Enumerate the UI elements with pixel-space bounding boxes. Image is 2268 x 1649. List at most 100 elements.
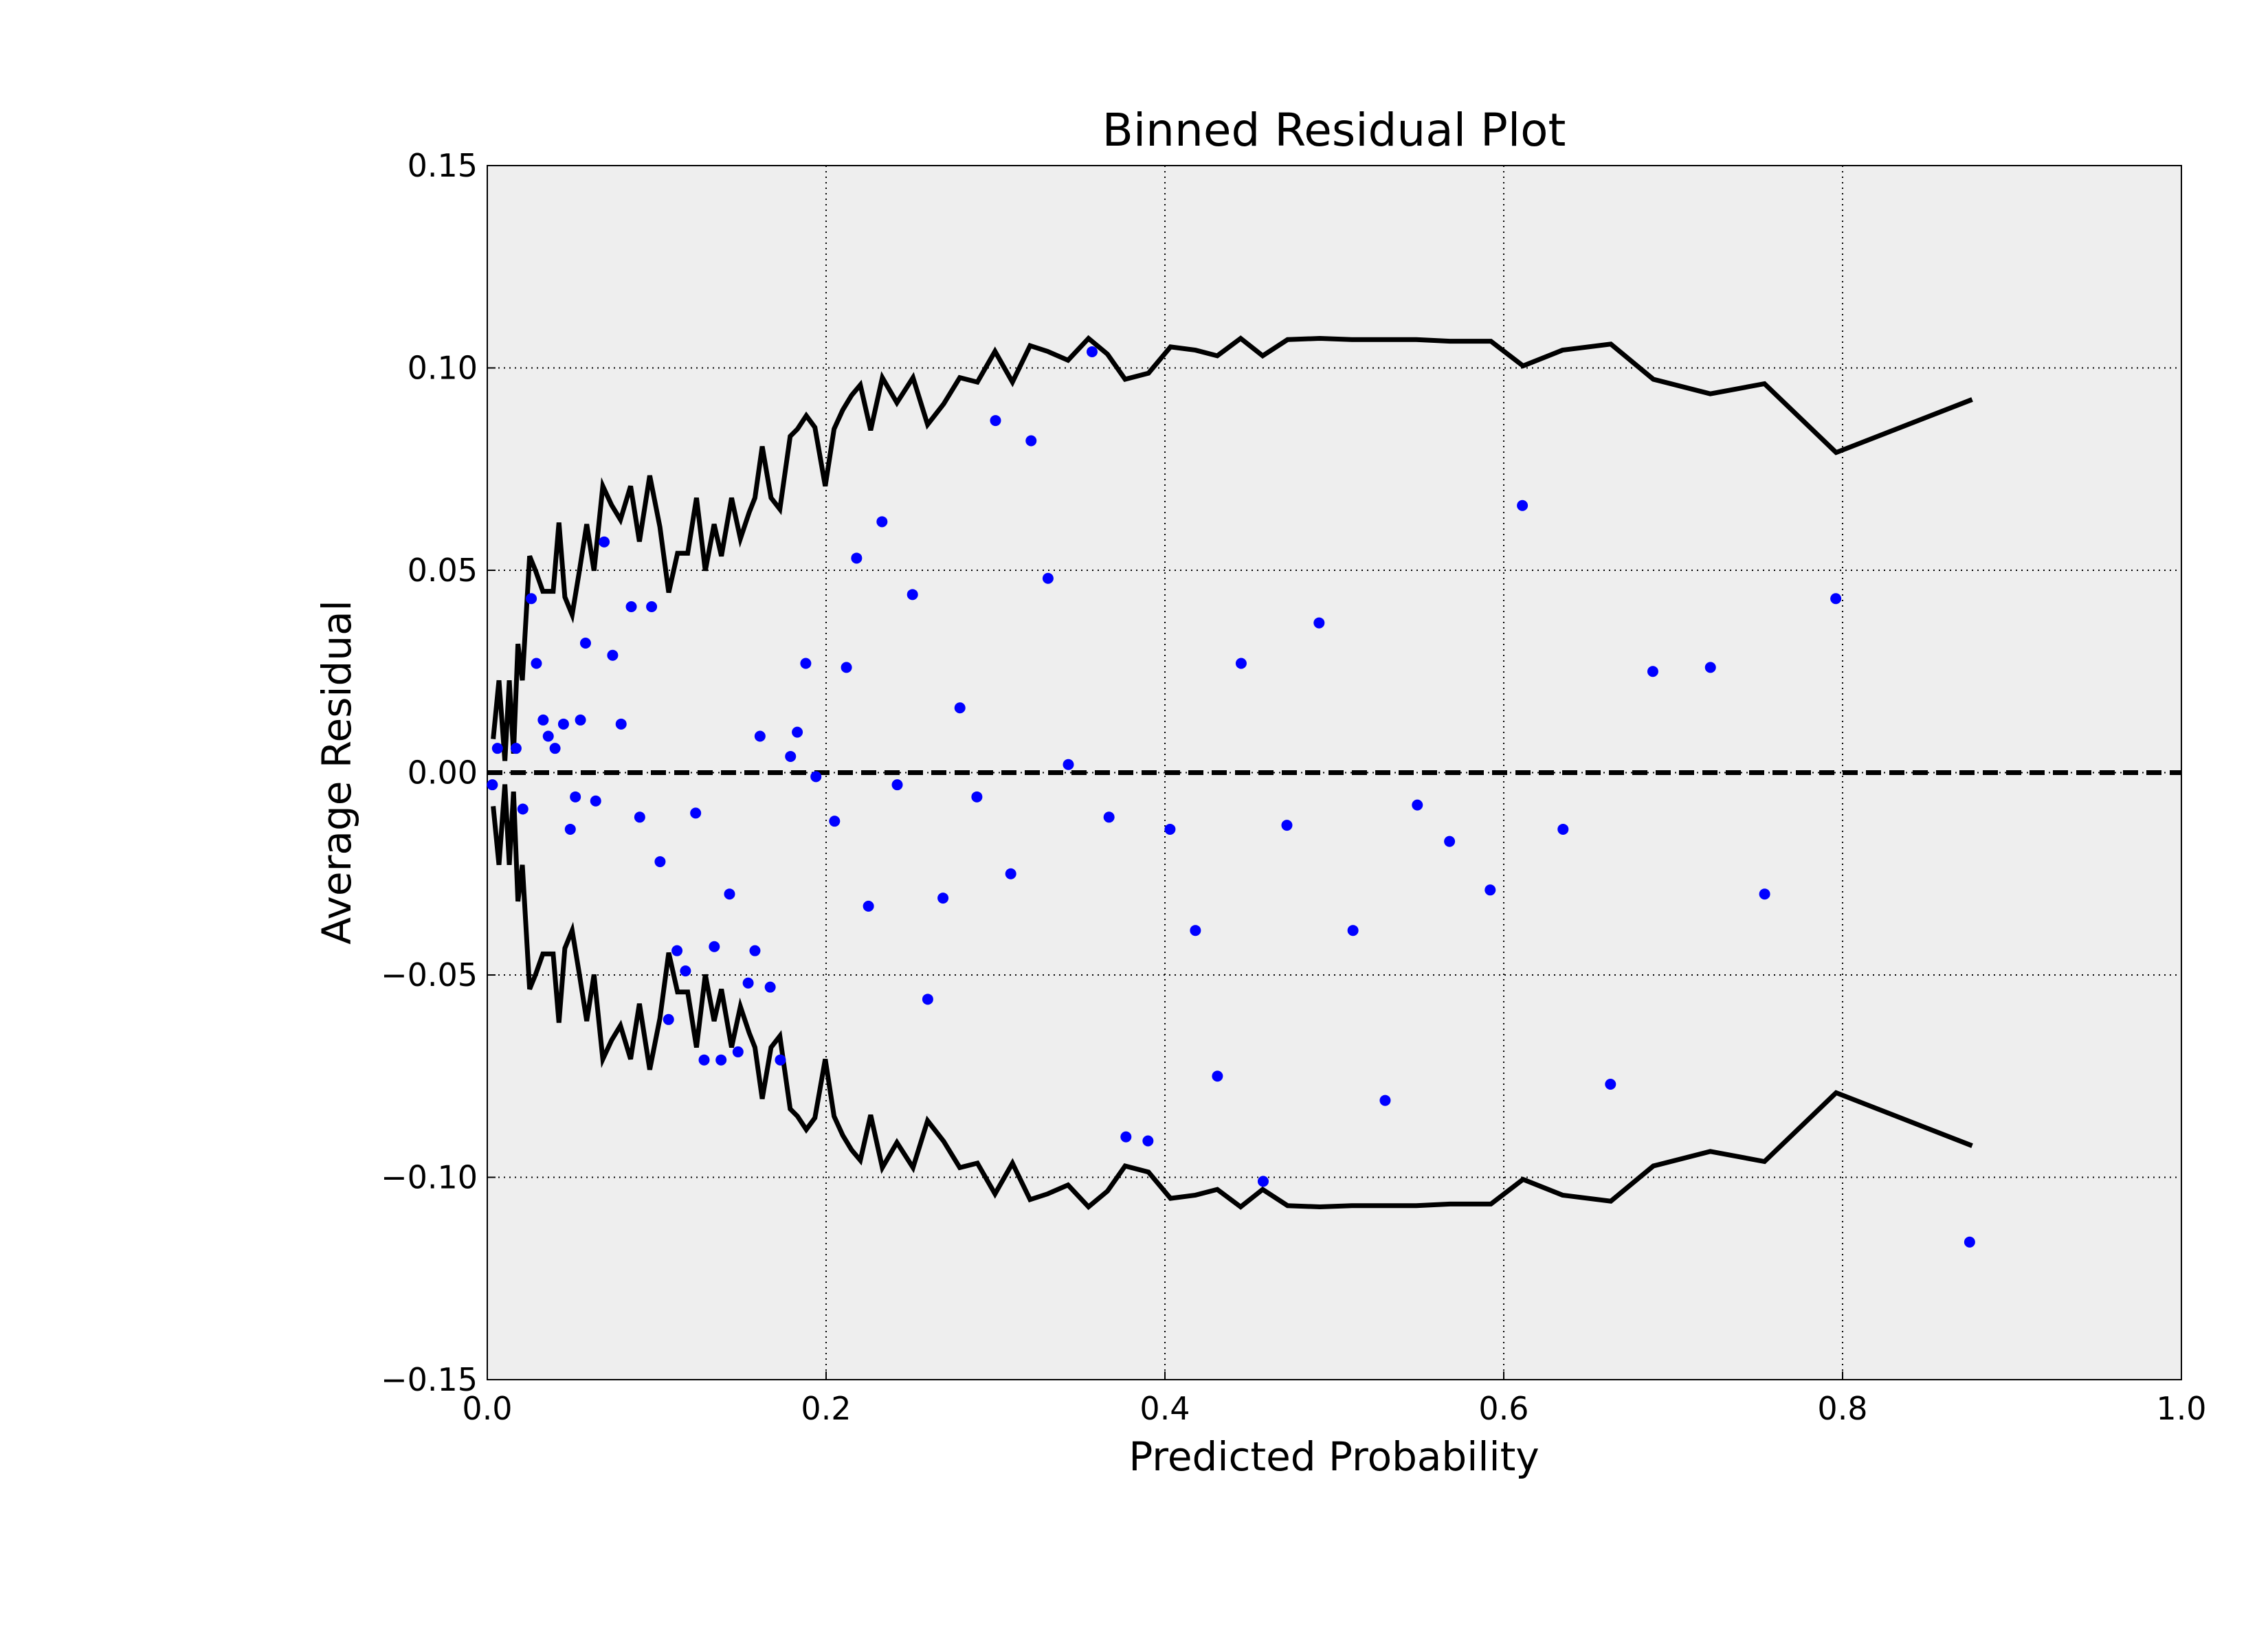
- point: [542, 730, 554, 742]
- y-tick-label: −0.15: [381, 1361, 478, 1398]
- y-tick-label: 0.05: [408, 552, 478, 589]
- point: [671, 945, 683, 956]
- point: [1347, 925, 1359, 936]
- point: [891, 779, 903, 791]
- y-tick-label: 0.15: [408, 147, 478, 184]
- point: [599, 536, 610, 548]
- point: [570, 791, 581, 803]
- point: [531, 658, 542, 669]
- point: [590, 795, 601, 807]
- point: [663, 1013, 674, 1025]
- point: [1063, 759, 1074, 770]
- x-tick-label: 1.0: [2156, 1390, 2206, 1427]
- point: [863, 900, 874, 912]
- point: [1759, 888, 1770, 900]
- x-axis-label: Predicted Probability: [1129, 1433, 1539, 1480]
- point: [1379, 1095, 1391, 1106]
- point: [775, 1054, 786, 1066]
- point: [491, 743, 503, 754]
- point: [1025, 435, 1037, 447]
- point: [526, 593, 537, 605]
- x-tick-label: 0.2: [801, 1390, 851, 1427]
- point: [922, 994, 933, 1005]
- point: [724, 888, 735, 900]
- point: [634, 811, 645, 823]
- point: [792, 726, 803, 738]
- point: [1830, 593, 1842, 605]
- x-tick-label: 0.8: [1817, 1390, 1867, 1427]
- chart-title: Binned Residual Plot: [1102, 104, 1566, 157]
- point: [579, 638, 591, 649]
- point: [1647, 666, 1658, 677]
- point: [510, 743, 522, 754]
- point: [1142, 1135, 1154, 1147]
- point: [1281, 820, 1293, 831]
- point: [954, 702, 966, 714]
- point: [937, 893, 949, 904]
- point: [1517, 500, 1528, 511]
- point: [575, 714, 586, 726]
- point: [690, 807, 702, 819]
- point: [557, 718, 569, 730]
- point: [1444, 835, 1456, 847]
- point: [709, 941, 720, 952]
- point: [1704, 662, 1716, 673]
- point: [907, 589, 918, 601]
- point: [1087, 346, 1098, 357]
- point: [810, 771, 822, 783]
- point: [829, 816, 841, 827]
- y-axis-label: Average Residual: [313, 600, 360, 945]
- point: [654, 856, 666, 868]
- point: [749, 945, 761, 956]
- x-tick-label: 0.4: [1139, 1390, 1190, 1427]
- point: [971, 791, 983, 803]
- point: [1605, 1079, 1616, 1090]
- point: [1313, 617, 1325, 629]
- point: [1212, 1070, 1223, 1082]
- y-tick-label: −0.05: [381, 956, 478, 994]
- point: [1412, 799, 1423, 811]
- point: [841, 662, 852, 673]
- y-tick-label: −0.10: [381, 1159, 478, 1196]
- point: [742, 977, 754, 989]
- point: [1164, 823, 1176, 835]
- x-tick-label: 0.6: [1478, 1390, 1528, 1427]
- plot-area: [487, 335, 1975, 1248]
- point: [785, 750, 797, 762]
- point: [1005, 868, 1016, 879]
- point: [1103, 811, 1115, 823]
- point: [1257, 1176, 1269, 1187]
- point: [646, 601, 658, 613]
- point: [625, 601, 637, 613]
- point: [1557, 823, 1569, 835]
- point: [517, 803, 529, 815]
- point: [615, 718, 627, 730]
- point: [754, 730, 766, 742]
- y-tick-label: 0.00: [408, 754, 478, 792]
- bound-line: [491, 335, 1973, 761]
- point: [1964, 1236, 1975, 1248]
- point: [715, 1054, 727, 1066]
- point: [1235, 658, 1247, 669]
- point: [876, 516, 888, 528]
- point: [732, 1046, 744, 1057]
- point: [680, 965, 691, 977]
- point: [537, 714, 549, 726]
- y-tick-label: 0.10: [408, 350, 478, 387]
- point: [1042, 572, 1054, 584]
- point: [564, 823, 576, 835]
- point: [1485, 884, 1496, 896]
- point: [698, 1054, 710, 1066]
- bound-line: [491, 784, 1973, 1211]
- point: [851, 552, 863, 564]
- point: [764, 981, 776, 993]
- point: [1190, 925, 1201, 936]
- point: [549, 743, 561, 754]
- point: [990, 415, 1001, 427]
- point: [607, 649, 619, 661]
- point: [800, 658, 812, 669]
- point: [1120, 1131, 1132, 1143]
- point: [487, 779, 498, 791]
